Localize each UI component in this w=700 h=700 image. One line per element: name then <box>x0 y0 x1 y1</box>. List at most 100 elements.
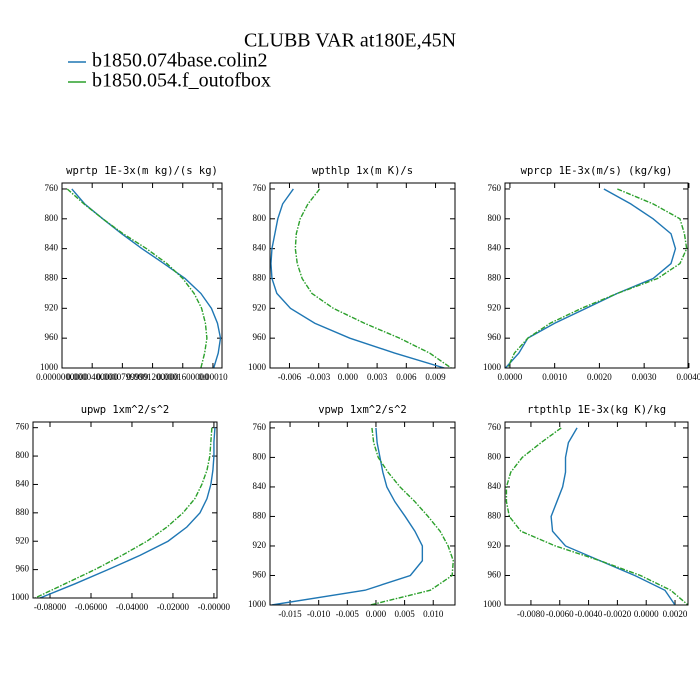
y-tick-label: 840 <box>488 481 502 491</box>
series-line <box>71 188 222 368</box>
y-tick-label: 840 <box>45 243 59 253</box>
y-tick-label: 920 <box>253 540 267 550</box>
x-tick-label: -0.08000 <box>34 602 67 612</box>
x-tick-label: 0.0020 <box>587 372 612 382</box>
x-tick-label: -0.010 <box>307 609 331 619</box>
x-tick-label: 0.00010 <box>198 372 228 382</box>
plot-frame <box>269 421 456 606</box>
y-tick-label: 1000 <box>248 599 267 609</box>
x-tick-label: -0.003 <box>307 372 331 382</box>
y-tick-label: 1000 <box>248 362 267 372</box>
y-tick-label: 920 <box>45 302 59 312</box>
y-tick-label: 800 <box>488 213 502 223</box>
x-tick-label: -0.0040 <box>575 609 603 619</box>
panel-title: wprtp 1E-3x(m kg)/(s kg) <box>66 165 218 177</box>
y-tick-label: 920 <box>16 535 30 545</box>
y-tick-label: 960 <box>253 570 267 580</box>
x-tick-label: 0.0030 <box>632 372 657 382</box>
panel-title: wprcp 1E-3x(m/s) (kg/kg) <box>521 165 673 177</box>
y-tick-label: 880 <box>16 507 30 517</box>
plot-frame <box>269 182 456 369</box>
x-tick-label: 0.0040 <box>677 372 700 382</box>
x-tick-label: -0.04000 <box>116 602 149 612</box>
series-line <box>505 427 688 605</box>
y-tick-label: 760 <box>488 422 502 432</box>
x-tick-label: 0.0000400000 <box>66 372 118 382</box>
x-tick-label: -0.06000 <box>75 602 108 612</box>
y-tick-label: 760 <box>253 183 267 193</box>
y-tick-label: 880 <box>253 511 267 521</box>
y-tick-label: 840 <box>253 243 267 253</box>
x-tick-label: 0.006 <box>396 372 417 382</box>
x-tick-label: -0.005 <box>336 609 360 619</box>
x-tick-label: -0.0020 <box>604 609 632 619</box>
x-tick-label: 0.0000 <box>498 372 523 382</box>
y-tick-label: 800 <box>16 450 30 460</box>
panel-title: vpwp 1xm^2/s^2 <box>318 404 407 416</box>
y-tick-label: 840 <box>16 479 30 489</box>
x-tick-label: 0.000 <box>366 609 387 619</box>
x-tick-label: 0.0010 <box>542 372 567 382</box>
plot-frame <box>32 421 218 599</box>
y-tick-label: 880 <box>45 273 59 283</box>
y-tick-label: 840 <box>253 481 267 491</box>
y-tick-label: 880 <box>488 273 502 283</box>
x-tick-label: 0.010 <box>423 609 444 619</box>
series-line <box>370 427 454 605</box>
series-line <box>550 427 676 605</box>
series-line <box>270 188 445 368</box>
x-tick-label: 0.003 <box>367 372 388 382</box>
x-tick-label: -0.02000 <box>157 602 190 612</box>
y-tick-label: 1000 <box>483 599 502 609</box>
y-tick-label: 800 <box>253 451 267 461</box>
series-line <box>505 188 677 368</box>
y-tick-label: 760 <box>253 422 267 432</box>
y-tick-label: 960 <box>488 332 502 342</box>
x-tick-label: -0.0080 <box>517 609 545 619</box>
y-tick-label: 1000 <box>483 362 502 372</box>
y-tick-label: 760 <box>16 422 30 432</box>
series-line <box>507 188 688 368</box>
y-tick-label: 920 <box>253 302 267 312</box>
series-line <box>271 427 424 605</box>
plot-frame <box>504 421 689 606</box>
y-tick-label: 880 <box>253 273 267 283</box>
x-tick-label: 0.0001600000 <box>157 372 209 382</box>
plot-frame <box>504 182 689 369</box>
panel-title: rtpthlp 1E-3x(kg K)/kg <box>527 404 666 416</box>
y-tick-label: 760 <box>488 183 502 193</box>
y-tick-label: 960 <box>488 570 502 580</box>
legend-label: b1850.054.f_outofbox <box>92 70 271 92</box>
x-tick-label: 0.000 <box>338 372 359 382</box>
y-tick-label: 840 <box>488 243 502 253</box>
x-tick-label: 0.0020 <box>663 609 688 619</box>
x-tick-label: 0.0000 <box>634 609 659 619</box>
y-tick-label: 960 <box>253 332 267 342</box>
y-tick-label: 960 <box>16 564 30 574</box>
y-tick-label: 880 <box>488 511 502 521</box>
y-tick-label: 920 <box>488 302 502 312</box>
series-line <box>34 427 213 598</box>
y-tick-label: 1000 <box>11 592 30 602</box>
x-tick-label: 0.005 <box>394 609 415 619</box>
y-tick-label: 800 <box>253 213 267 223</box>
x-tick-label: -0.00000 <box>198 602 231 612</box>
figure-title: CLUBB VAR at180E,45N <box>244 30 456 52</box>
x-tick-label: 0.0000000000 <box>36 372 88 382</box>
y-tick-label: 800 <box>45 213 59 223</box>
y-tick-label: 800 <box>488 451 502 461</box>
series-line <box>39 427 216 598</box>
legend-label: b1850.074base.colin2 <box>92 50 268 72</box>
x-tick-label: -0.015 <box>278 609 302 619</box>
x-tick-label: -0.0060 <box>546 609 574 619</box>
y-tick-label: 960 <box>45 332 59 342</box>
series-line <box>294 188 452 368</box>
y-tick-label: 760 <box>45 183 59 193</box>
y-tick-label: 1000 <box>40 362 59 372</box>
x-tick-label: 0.0000799999 <box>97 372 149 382</box>
x-tick-label: 0.0001200000 <box>127 372 179 382</box>
plot-frame <box>61 182 223 369</box>
panel-title: wpthlp 1x(m K)/s <box>312 165 413 177</box>
panel-title: upwp 1xm^2/s^2 <box>81 404 170 416</box>
